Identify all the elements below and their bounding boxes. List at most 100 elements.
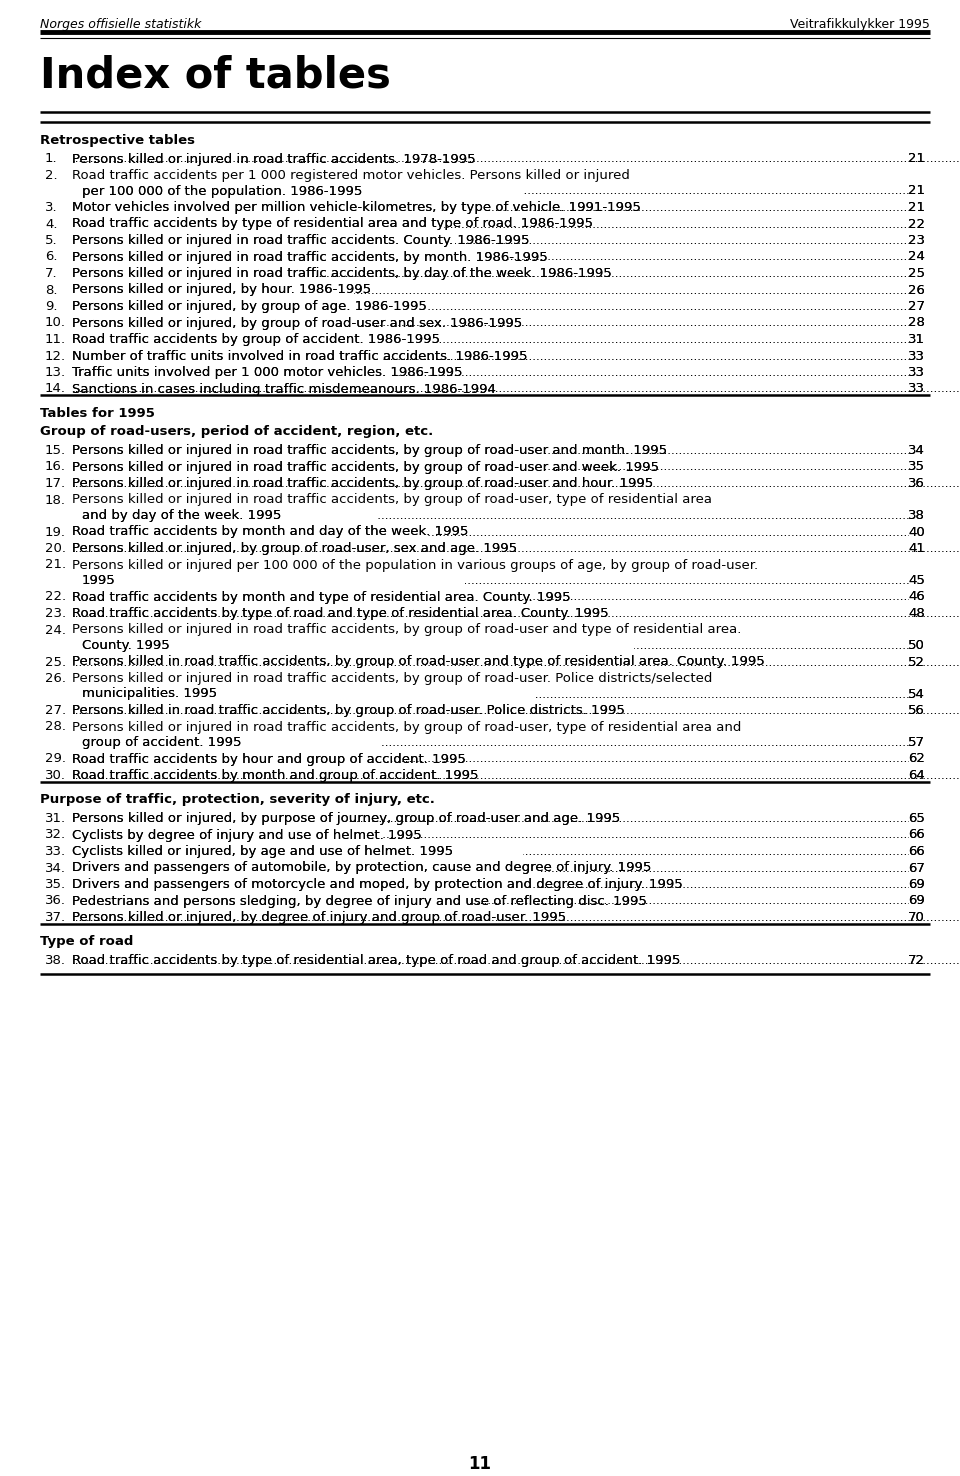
Text: Traffic units involved per 1 000 motor vehicles. 1986-1995: Traffic units involved per 1 000 motor v… xyxy=(72,366,463,379)
Text: Persons killed or injured in road traffic accidents, by month. 1986-1995: Persons killed or injured in road traffi… xyxy=(72,251,548,264)
Bar xyxy=(0,556,83,576)
Bar xyxy=(909,282,931,301)
Text: Persons killed or injured, by hour. 1986-1995: Persons killed or injured, by hour. 1986… xyxy=(72,283,372,297)
Text: 3.: 3. xyxy=(45,201,58,214)
Bar xyxy=(71,365,396,384)
Bar xyxy=(0,893,73,912)
Text: 56: 56 xyxy=(908,704,925,717)
Bar xyxy=(909,844,931,862)
Bar xyxy=(909,492,931,511)
Bar xyxy=(71,332,439,350)
Bar xyxy=(909,266,931,285)
Text: ................................................................................: ........................................… xyxy=(72,953,960,967)
Bar xyxy=(909,751,931,770)
Bar xyxy=(927,735,960,754)
Text: 45: 45 xyxy=(908,574,925,587)
Text: ................................................................................: ........................................… xyxy=(72,477,960,490)
Bar xyxy=(71,233,455,251)
Bar xyxy=(0,348,73,368)
Text: Road traffic accidents by hour and group of accident. 1995: Road traffic accidents by hour and group… xyxy=(72,753,466,766)
Text: ................................................................................: ........................................… xyxy=(72,828,960,841)
Text: ................................................................................: ........................................… xyxy=(82,737,960,748)
Bar xyxy=(0,443,73,462)
Text: 16.: 16. xyxy=(45,461,66,474)
Bar xyxy=(0,828,73,846)
Bar xyxy=(71,217,444,235)
Text: 40: 40 xyxy=(908,525,925,539)
Text: 46: 46 xyxy=(908,590,925,604)
Text: ................................................................................: ........................................… xyxy=(82,639,960,652)
Bar xyxy=(927,893,960,912)
Bar xyxy=(0,573,73,592)
Text: ................................................................................: ........................................… xyxy=(72,878,960,892)
Bar xyxy=(909,332,931,350)
Text: 38: 38 xyxy=(908,509,925,523)
Text: Persons killed or injured, by group of road-user, sex and age. 1995: Persons killed or injured, by group of r… xyxy=(72,542,517,555)
Text: 34: 34 xyxy=(908,444,925,458)
Text: 27: 27 xyxy=(908,300,925,313)
Text: 26: 26 xyxy=(908,283,925,297)
Text: 52: 52 xyxy=(908,655,925,669)
Text: 38: 38 xyxy=(908,509,925,523)
Text: per 100 000 of the population. 1986-1995: per 100 000 of the population. 1986-1995 xyxy=(82,184,362,198)
Text: 25.: 25. xyxy=(45,655,66,669)
Text: Persons killed or injured in road traffic accidents, by group of road-user and w: Persons killed or injured in road traffi… xyxy=(72,461,659,474)
Text: 2.: 2. xyxy=(45,168,58,182)
Text: 33: 33 xyxy=(908,350,925,363)
Text: Persons killed in road traffic accidents, by group of road-user and type of resi: Persons killed in road traffic accidents… xyxy=(72,655,765,669)
Bar xyxy=(927,508,960,527)
Text: Persons killed or injured in road traffic accidents, by group of road-user, type: Persons killed or injured in road traffi… xyxy=(72,720,741,734)
Bar xyxy=(909,300,931,317)
Text: 40: 40 xyxy=(908,525,925,539)
Bar xyxy=(0,332,73,350)
Text: Pedestrians and persons sledging, by degree of injury and use of reflecting disc: Pedestrians and persons sledging, by deg… xyxy=(72,894,647,908)
Text: County. 1995: County. 1995 xyxy=(82,639,170,652)
Text: 33: 33 xyxy=(908,382,925,396)
Text: Road traffic accidents by type of road and type of residential area. County. 199: Road traffic accidents by type of road a… xyxy=(72,607,609,620)
Text: Index of tables: Index of tables xyxy=(40,55,391,97)
Text: Persons killed or injured per 100 000 of the population in various groups of age: Persons killed or injured per 100 000 of… xyxy=(72,558,758,571)
Text: 36: 36 xyxy=(908,477,925,490)
Text: ................................................................................: ........................................… xyxy=(72,201,960,214)
Bar xyxy=(71,183,523,202)
Text: 34: 34 xyxy=(908,444,925,458)
Bar xyxy=(0,183,73,202)
Text: ................................................................................: ........................................… xyxy=(72,655,960,669)
Text: 18.: 18. xyxy=(45,493,66,506)
Text: 36: 36 xyxy=(908,477,925,490)
Text: Motor vehicles involved per million vehicle-kilometres, by type of vehicle. 1991: Motor vehicles involved per million vehi… xyxy=(72,201,641,214)
Text: 37.: 37. xyxy=(45,911,66,924)
Text: 35: 35 xyxy=(908,461,925,474)
Text: 41: 41 xyxy=(908,542,925,555)
Text: Persons killed or injured, by degree of injury and group of road-user. 1995: Persons killed or injured, by degree of … xyxy=(72,911,566,924)
Text: Persons killed or injured, by group of road-user and sex. 1986-1995: Persons killed or injured, by group of r… xyxy=(72,316,522,329)
Text: Persons killed in road traffic accidents, by group of road-user. Police district: Persons killed in road traffic accidents… xyxy=(72,704,625,717)
Text: Persons killed or injured in road traffic accidents. County. 1986-1995: Persons killed or injured in road traffi… xyxy=(72,235,530,246)
Text: 33: 33 xyxy=(908,366,925,379)
Text: Persons killed or injured in road traffic accidents, by group of road-user and t: Persons killed or injured in road traffi… xyxy=(72,623,741,636)
Text: 32.: 32. xyxy=(45,828,66,841)
Text: ................................................................................: ........................................… xyxy=(72,366,960,379)
Text: ................................................................................: ........................................… xyxy=(82,688,960,701)
Text: ................................................................................: ........................................… xyxy=(72,152,960,165)
Text: Persons killed or injured, by purpose of journey, group of road-user and age. 19: Persons killed or injured, by purpose of… xyxy=(72,812,620,825)
Text: Persons killed in road traffic accidents, by group of road-user. Police district: Persons killed in road traffic accidents… xyxy=(72,704,625,717)
Bar xyxy=(909,828,931,846)
Text: Persons killed or injured, by group of road-user and sex. 1986-1995: Persons killed or injured, by group of r… xyxy=(72,316,522,329)
Bar xyxy=(927,316,960,334)
Text: ................................................................................: ........................................… xyxy=(72,812,960,825)
Text: Persons killed or injured in road traffic accidents, by group of road-user, type: Persons killed or injured in road traffi… xyxy=(72,493,712,506)
Text: 56: 56 xyxy=(908,704,925,717)
Text: Sanctions in cases including traffic misdemeanours. 1986-1994: Sanctions in cases including traffic mis… xyxy=(72,382,496,396)
Text: ................................................................................: ........................................… xyxy=(72,251,960,264)
Text: 1995: 1995 xyxy=(82,574,116,587)
Bar xyxy=(909,365,931,384)
Text: Persons killed or injured, by purpose of journey, group of road-user and age. 19: Persons killed or injured, by purpose of… xyxy=(72,812,620,825)
Bar xyxy=(81,719,206,737)
Bar xyxy=(71,266,312,285)
Text: 8.: 8. xyxy=(45,283,58,297)
Bar xyxy=(71,316,360,334)
Text: 28: 28 xyxy=(908,316,925,329)
Text: 11: 11 xyxy=(468,1455,492,1473)
Bar xyxy=(71,810,349,830)
